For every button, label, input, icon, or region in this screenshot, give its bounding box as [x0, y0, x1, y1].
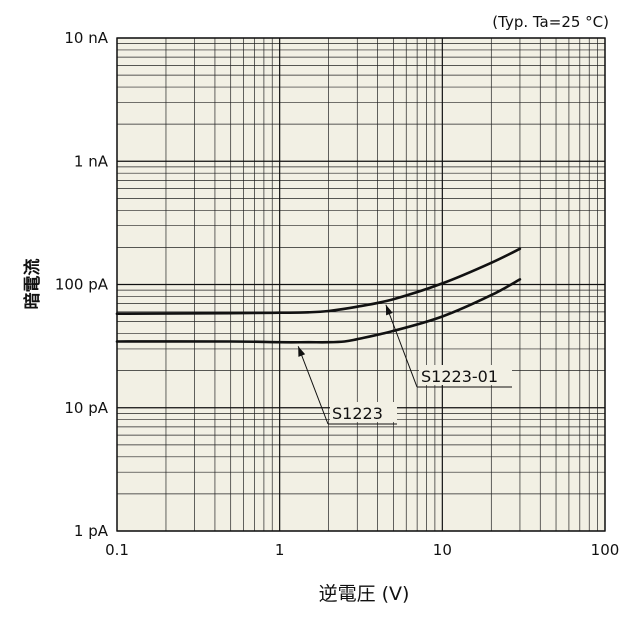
x-tick-label: 100 [591, 541, 620, 559]
annotation-box [419, 365, 512, 385]
annotation-arrowhead [298, 346, 306, 357]
x-axis-label: 逆電圧 (V) [319, 583, 410, 605]
series-line-0 [115, 247, 522, 315]
y-tick-label: 1 pA [74, 522, 109, 540]
y-tick-label: 10 pA [64, 399, 108, 417]
y-tick-label: 1 nA [74, 152, 109, 170]
x-tick-label: 0.1 [105, 541, 129, 559]
y-axis-label: 暗電流 [22, 259, 43, 310]
plot-frame [116, 37, 606, 532]
y-tick-label: 10 nA [64, 29, 108, 47]
annotation-leader [297, 346, 329, 425]
annotation-arrowhead [385, 304, 393, 316]
tick-labels: 0.1 1 10 100 1 pA 10 pA 100 pA 1 nA 10 nA [55, 29, 620, 559]
series-line-1 [115, 278, 522, 344]
annotation-leader [385, 304, 418, 388]
y-tick-label: 100 pA [55, 276, 109, 294]
series-label: S1223 [332, 404, 383, 423]
annotation-box [330, 402, 397, 422]
x-tick-label: 10 [433, 541, 452, 559]
condition-note: (Typ. Ta=25 °C) [492, 13, 609, 31]
annotation-layer: S1223-01 S1223 [297, 304, 512, 425]
x-tick-label: 1 [275, 541, 285, 559]
series-label: S1223-01 [421, 367, 498, 386]
series-layer [115, 247, 522, 344]
